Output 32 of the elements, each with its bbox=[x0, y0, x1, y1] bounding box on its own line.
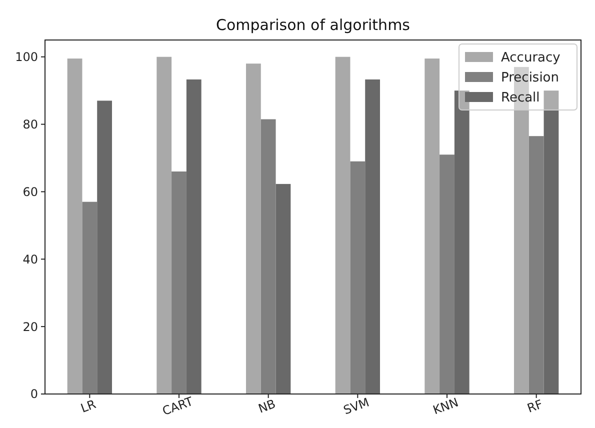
bar bbox=[172, 171, 186, 394]
bar bbox=[82, 202, 98, 394]
bar bbox=[528, 136, 544, 394]
x-tick-label: RF bbox=[525, 397, 545, 416]
y-tick-label: 40 bbox=[22, 252, 38, 266]
bar bbox=[440, 154, 454, 394]
bar bbox=[186, 79, 202, 394]
bar bbox=[544, 90, 559, 394]
legend-label: Accuracy bbox=[501, 50, 561, 66]
y-tick-label: 60 bbox=[22, 184, 38, 199]
bar bbox=[260, 119, 276, 394]
bar bbox=[350, 161, 366, 394]
bar bbox=[424, 58, 440, 394]
y-tick-label: 80 bbox=[22, 117, 38, 132]
x-tick-label: LR bbox=[78, 397, 98, 416]
chart-title: Comparison of algorithms bbox=[216, 16, 410, 34]
bar bbox=[365, 79, 380, 394]
legend-label: Recall bbox=[501, 90, 540, 106]
x-tick-label: SVM bbox=[342, 395, 371, 418]
y-tick-label: 100 bbox=[15, 50, 38, 64]
bar bbox=[156, 56, 172, 394]
y-tick-label: 20 bbox=[22, 320, 38, 334]
bar bbox=[276, 184, 291, 394]
x-tick-label: NB bbox=[256, 396, 278, 416]
bar bbox=[335, 56, 350, 394]
legend-label: Precision bbox=[501, 70, 560, 86]
bar bbox=[67, 58, 82, 394]
x-tick-label: KNN bbox=[431, 395, 460, 418]
bar bbox=[246, 64, 261, 394]
x-tick-label: CART bbox=[160, 394, 196, 418]
bar bbox=[97, 100, 112, 394]
y-tick-label: 0 bbox=[30, 387, 38, 402]
